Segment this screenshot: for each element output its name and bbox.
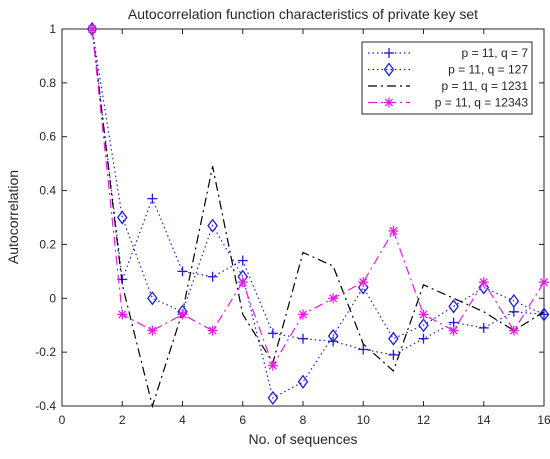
y-tick-label: 0	[49, 291, 56, 305]
data-point	[147, 325, 158, 336]
data-point	[267, 328, 278, 339]
data-point	[207, 218, 218, 233]
legend-label: p = 11, q = 127	[448, 63, 528, 77]
data-point	[267, 390, 279, 406]
data-point	[508, 306, 519, 317]
x-axis-label: No. of sequences	[249, 431, 358, 447]
y-tick-label: 0.8	[39, 76, 56, 90]
data-point	[448, 299, 459, 314]
data-point	[448, 325, 459, 336]
data-point	[147, 291, 158, 306]
legend-label: p = 11, q = 12343	[435, 96, 529, 110]
data-point	[478, 322, 489, 333]
data-point	[298, 333, 308, 344]
data-point	[207, 271, 218, 282]
x-tick-label: 14	[477, 413, 491, 427]
y-tick-label: -0.4	[35, 399, 56, 413]
x-tick-label: 10	[357, 413, 371, 427]
data-point	[237, 277, 248, 288]
data-point	[177, 309, 188, 320]
y-axis-label: Autocorrelation	[5, 170, 21, 264]
series-layer	[86, 21, 550, 409]
data-point	[418, 318, 429, 333]
x-tick-label: 12	[417, 413, 431, 427]
x-tick-label: 4	[179, 413, 186, 427]
legend-marker	[383, 62, 395, 77]
data-point	[207, 325, 218, 336]
y-tick-label: 0.2	[39, 237, 56, 251]
series-line-4	[91, 28, 545, 368]
data-point	[117, 309, 128, 320]
data-point	[388, 349, 399, 360]
x-tick-label: 16	[537, 413, 550, 427]
data-point	[418, 309, 429, 320]
x-tick-label: 8	[300, 413, 307, 427]
data-point	[539, 277, 549, 288]
legend-marker	[384, 97, 394, 108]
data-point	[86, 21, 98, 37]
data-point	[327, 328, 339, 344]
x-tick-label: 6	[239, 413, 246, 427]
legend-label: p = 11, q = 1231	[441, 79, 528, 93]
data-point	[297, 374, 309, 389]
data-point	[237, 255, 248, 266]
x-tick-label: 0	[59, 413, 66, 427]
y-tick-label: 0.4	[39, 184, 56, 198]
data-point	[358, 277, 369, 288]
data-point	[298, 309, 308, 320]
data-point	[388, 331, 399, 346]
y-tick-label: 1	[49, 22, 56, 36]
axis-ticks: 0 2 4 6 8 10 12 14 16 -0.4 -0.2 0 0.2 0.4 0.6 0.8 1	[35, 22, 550, 427]
chart-title: Autocorrelation function characteristics…	[128, 6, 478, 22]
legend: p = 11, q = 7 p = 11, q = 127 p = 11, q = …	[361, 41, 533, 115]
y-tick-label: -0.2	[35, 345, 56, 359]
x-tick-label: 2	[119, 413, 126, 427]
data-point	[267, 360, 278, 371]
data-point	[508, 293, 520, 309]
data-point	[87, 24, 98, 34]
data-point	[478, 277, 489, 288]
data-point	[538, 307, 550, 322]
data-point	[418, 333, 429, 344]
y-tick-label: 0.6	[39, 130, 56, 144]
legend-marker	[384, 48, 394, 58]
series-line-3	[91, 28, 545, 409]
data-point	[116, 210, 128, 225]
data-point	[388, 225, 399, 236]
legend-label: p = 11, q = 7	[462, 46, 529, 60]
data-point	[177, 266, 188, 277]
data-point	[328, 293, 339, 304]
data-point	[147, 193, 158, 204]
data-point	[358, 344, 369, 355]
data-point	[508, 325, 519, 336]
series-line-2	[91, 28, 545, 399]
